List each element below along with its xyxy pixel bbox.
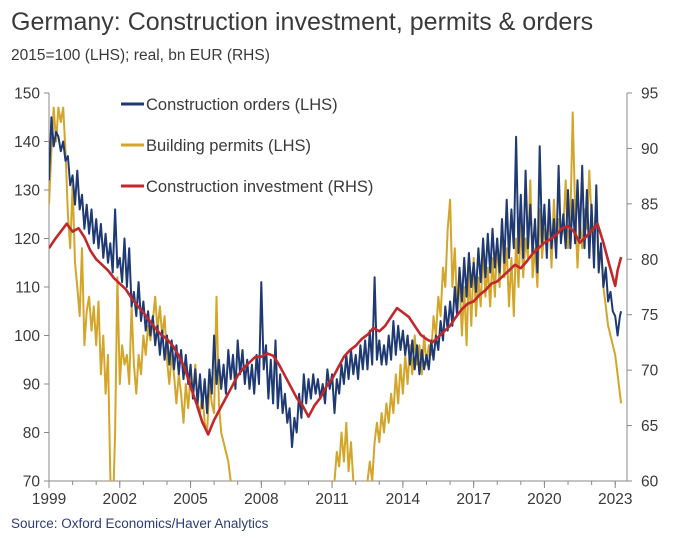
chart-subtitle: 2015=100 (LHS); real, bn EUR (RHS) — [11, 47, 270, 64]
chart-title: Germany: Construction investment, permit… — [11, 8, 594, 36]
left-axis-tick-label: 80 — [23, 425, 41, 442]
right-axis-tick-label: 60 — [641, 474, 659, 491]
x-axis-tick-label: 2005 — [173, 491, 207, 508]
right-axis-tick-label: 90 — [641, 141, 659, 158]
right-axis-tick-label: 70 — [641, 363, 659, 380]
left-axis-tick-label: 140 — [14, 134, 40, 151]
x-axis-tick-label: 2011 — [315, 491, 348, 508]
legend-label: Building permits (LHS) — [146, 137, 311, 155]
left-axis-tick-label: 90 — [23, 377, 41, 394]
x-axis-tick-label: 2008 — [244, 491, 278, 508]
legend-label: Construction investment (RHS) — [146, 178, 373, 196]
left-axis-tick-label: 130 — [14, 183, 40, 200]
left-axis-tick-label: 100 — [14, 328, 40, 345]
left-axis-tick-label: 150 — [14, 86, 40, 103]
x-axis-tick-label: 2017 — [456, 491, 490, 508]
right-axis-tick-label: 75 — [641, 307, 658, 324]
x-axis-tick-label: 1999 — [32, 491, 66, 508]
right-axis-tick-label: 65 — [641, 418, 658, 435]
source-note: Source: Oxford Economics/Haver Analytics — [11, 516, 269, 531]
series-line-construction-investment — [49, 222, 623, 436]
left-axis-tick-label: 120 — [14, 231, 40, 248]
left-axis-tick-label: 110 — [15, 280, 40, 297]
series-line-construction-orders — [49, 116, 623, 449]
legend-label: Construction orders (LHS) — [146, 96, 338, 114]
right-axis-tick-label: 80 — [641, 252, 659, 269]
x-axis-tick-label: 2002 — [103, 491, 137, 508]
left-axis-tick-label: 70 — [23, 474, 41, 491]
x-axis-tick-label: 2020 — [527, 491, 562, 508]
x-axis-tick-label: 2014 — [386, 491, 421, 508]
right-axis-tick-label: 85 — [641, 196, 658, 213]
x-axis-tick-label: 2023 — [598, 491, 632, 508]
series-line-building-permits — [49, 106, 623, 481]
right-axis-tick-label: 95 — [641, 86, 658, 103]
